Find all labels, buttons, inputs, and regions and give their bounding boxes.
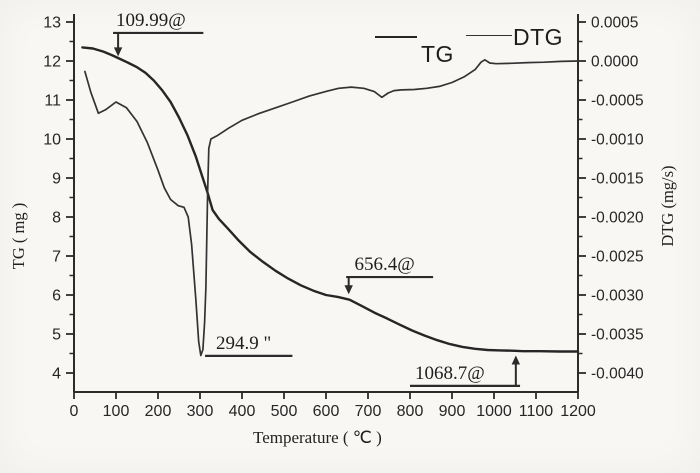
y-left-tick-label: 5: [52, 327, 61, 344]
y-axis-left-title: TG ( mg ): [9, 202, 28, 270]
x-tick-label: 1100: [519, 403, 554, 420]
dtg-legend-line-icon: [466, 35, 512, 36]
y-left-tick-label: 4: [52, 366, 61, 383]
x-tick-label: 0: [70, 403, 79, 420]
x-tick-label: 800: [397, 403, 424, 420]
annotation-peak-1068: 1068.7@: [410, 355, 521, 387]
annotation-text: 1068.7@: [415, 363, 485, 384]
tg-curve: [81, 46, 580, 353]
tg-legend-line-icon: [375, 36, 417, 38]
tg-legend-label: TG: [421, 41, 454, 67]
annotation-text: 294.9 ": [216, 333, 271, 354]
arrow-down-icon: [344, 285, 353, 295]
y-right-tick-label: 0.0000: [591, 54, 639, 71]
legend-item-dtg: [466, 35, 512, 36]
x-tick-label: 700: [355, 403, 382, 420]
y-left-tick-label: 9: [52, 171, 61, 188]
y-left-tick-label: 12: [43, 54, 61, 71]
dtg-legend-label: DTG: [513, 24, 564, 50]
y-right-tick-label: -0.0025: [591, 249, 644, 266]
x-tick-label: 500: [271, 403, 298, 420]
x-tick-label: 1200: [560, 403, 596, 420]
y-axis-right-title: DTG (mg/s): [658, 165, 677, 247]
x-axis-ticks: 0 100 200 300 400 500 600 700 800 900 1000 1100 1200: [70, 392, 596, 420]
y-right-tick-label: -0.0015: [591, 171, 644, 188]
annotation-peak-109: 109.99@: [113, 10, 204, 57]
legend-item-tg: [375, 36, 417, 38]
y-right-tick-label: -0.0005: [591, 93, 644, 110]
y-right-tick-label: -0.0035: [591, 327, 644, 344]
y-right-tick-label: -0.0020: [591, 210, 644, 227]
arrow-down-icon: [113, 47, 123, 57]
x-tick-label: 1000: [476, 403, 512, 420]
y-left-tick-label: 13: [43, 15, 61, 32]
y-left-tick-label: 11: [44, 93, 61, 110]
annotation-peak-656: 656.4@: [344, 254, 434, 295]
x-tick-label: 600: [313, 403, 340, 420]
arrow-up-icon: [511, 355, 521, 365]
dtg-curve: [84, 58, 579, 357]
y-right-tick-label: -0.0030: [591, 288, 644, 305]
annotation-text: 109.99@: [116, 10, 186, 31]
y-right-tick-label: -0.0040: [591, 366, 644, 383]
y-right-tick-label: 0.0005: [591, 15, 638, 32]
y-left-tick-label: 8: [52, 210, 61, 227]
x-tick-label: 200: [145, 403, 172, 420]
y-right-tick-label: -0.0010: [591, 132, 644, 149]
y-axis-right-ticks: 0.0005 0.0000 -0.0005 -0.0010 -0.0015 -0.0020…: [578, 15, 644, 383]
x-tick-label: 300: [187, 403, 214, 420]
y-left-tick-label: 6: [52, 288, 61, 305]
x-axis-title: Temperature ( ℃ ): [253, 428, 382, 447]
annotation-text: 656.4@: [355, 254, 415, 275]
x-tick-label: 100: [103, 403, 130, 420]
annotation-peak-294: 294.9 ": [205, 333, 293, 357]
y-left-tick-label: 7: [52, 249, 61, 266]
axis-frame: [73, 14, 579, 393]
series-dtg: [84, 58, 579, 357]
y-axis-left-ticks: 13 12 11 10 9 8 7 6 5 4: [43, 15, 74, 383]
y-left-tick-label: 10: [43, 132, 61, 149]
series-tg: [81, 46, 580, 353]
x-tick-label: 900: [439, 403, 466, 420]
x-tick-label: 400: [229, 403, 256, 420]
